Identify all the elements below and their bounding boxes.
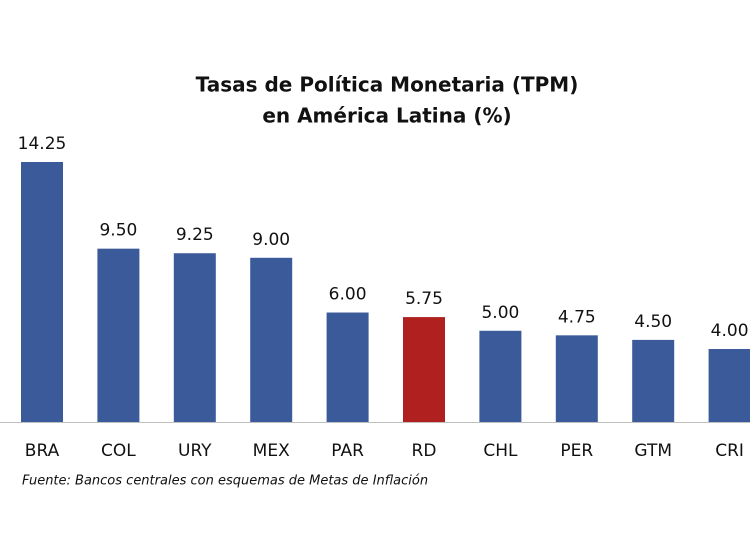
value-label: 4.50 [634,312,672,332]
x-tick-label: GTM [634,441,672,461]
bar [632,339,675,422]
source-note: Fuente: Bancos centrales con esquemas de… [22,474,428,489]
value-label: 9.50 [99,221,137,241]
bar [173,253,216,422]
value-label: 4.00 [711,321,749,341]
bar [403,317,445,422]
value-label: 9.25 [176,225,214,245]
bar [97,248,140,422]
value-label: 9.00 [252,230,290,250]
chart-title: en América Latina (%) [262,104,511,128]
x-tick-label: PER [560,441,593,461]
bar [479,330,522,422]
x-tick-label: RD [412,441,437,461]
value-label: 6.00 [329,285,367,305]
x-tick-label: CHL [483,441,518,461]
x-tick-label: PAR [331,441,364,461]
bar [326,312,369,422]
x-tick-label: COL [101,441,136,461]
value-label: 14.25 [18,134,67,154]
bar [555,335,598,422]
x-tick-label: BRA [25,441,60,461]
chart-title: Tasas de Política Monetaria (TPM) [196,73,579,97]
value-label: 5.00 [481,303,519,323]
x-tick-label: CRI [715,441,744,461]
bar [250,257,293,422]
x-tick-label: MEX [253,441,290,461]
value-label: 4.75 [558,307,596,327]
x-tick-label: URY [178,441,212,461]
bar [708,349,750,422]
bar [21,162,63,422]
value-label: 5.75 [405,289,443,309]
